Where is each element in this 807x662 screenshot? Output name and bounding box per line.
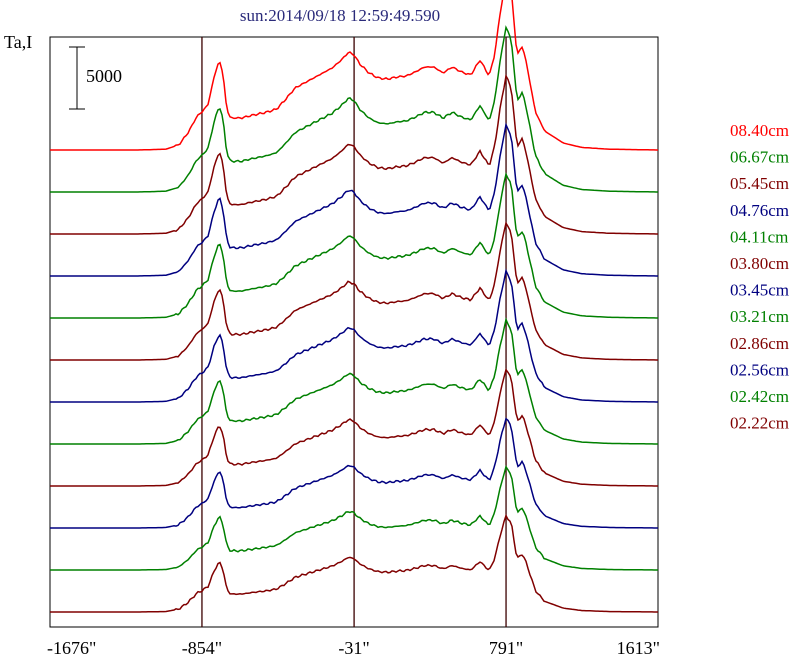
trace-04.11cm — [50, 172, 658, 319]
trace-08.40cm — [50, 0, 658, 151]
trace-03.21cm — [50, 317, 658, 445]
trace-02.56cm — [50, 417, 658, 529]
legend-entry-04.11cm: 04.11cm — [730, 227, 788, 246]
chart-title: sun:2014/09/18 12:59:49.590 — [239, 6, 441, 25]
spectrum-traces — [50, 0, 658, 613]
legend-entry-04.76cm: 04.76cm — [730, 201, 789, 220]
trace-02.22cm — [50, 513, 658, 613]
trace-05.45cm — [50, 73, 658, 235]
legend-entry-06.67cm: 06.67cm — [730, 148, 789, 167]
trace-02.86cm — [50, 368, 658, 487]
scale-bar: 5000 — [69, 46, 122, 110]
trace-06.67cm — [50, 25, 658, 193]
scale-bar-label: 5000 — [86, 66, 122, 86]
trace-02.42cm — [50, 464, 658, 571]
y-axis-label: Ta,I — [4, 32, 33, 52]
x-tick-label-2: -31" — [338, 638, 369, 658]
vertical-reference-lines — [201, 37, 507, 627]
legend-entry-03.80cm: 03.80cm — [730, 254, 789, 273]
legend: 08.40cm 06.67cm 05.45cm 04.76cm 04.11cm 03.80… — [730, 121, 789, 433]
x-tick-label-4: 1613" — [617, 638, 660, 658]
trace-03.45cm — [50, 268, 658, 403]
trace-04.76cm — [50, 122, 658, 277]
x-tick-label-3: 791" — [489, 638, 523, 658]
legend-entry-02.56cm: 02.56cm — [730, 360, 789, 379]
legend-entry-02.42cm: 02.42cm — [730, 387, 789, 406]
legend-entry-05.45cm: 05.45cm — [730, 174, 789, 193]
x-tick-labels: -1676" -854" -31" 791" 1613" — [47, 638, 660, 658]
trace-03.80cm — [50, 221, 658, 361]
legend-entry-02.22cm: 02.22cm — [730, 414, 789, 433]
x-tick-label-0: -1676" — [47, 638, 96, 658]
legend-entry-03.45cm: 03.45cm — [730, 281, 789, 300]
x-tick-label-1: -854" — [182, 638, 222, 658]
legend-entry-02.86cm: 02.86cm — [730, 334, 789, 353]
legend-entry-08.40cm: 08.40cm — [730, 121, 789, 140]
legend-entry-03.21cm: 03.21cm — [730, 307, 789, 326]
